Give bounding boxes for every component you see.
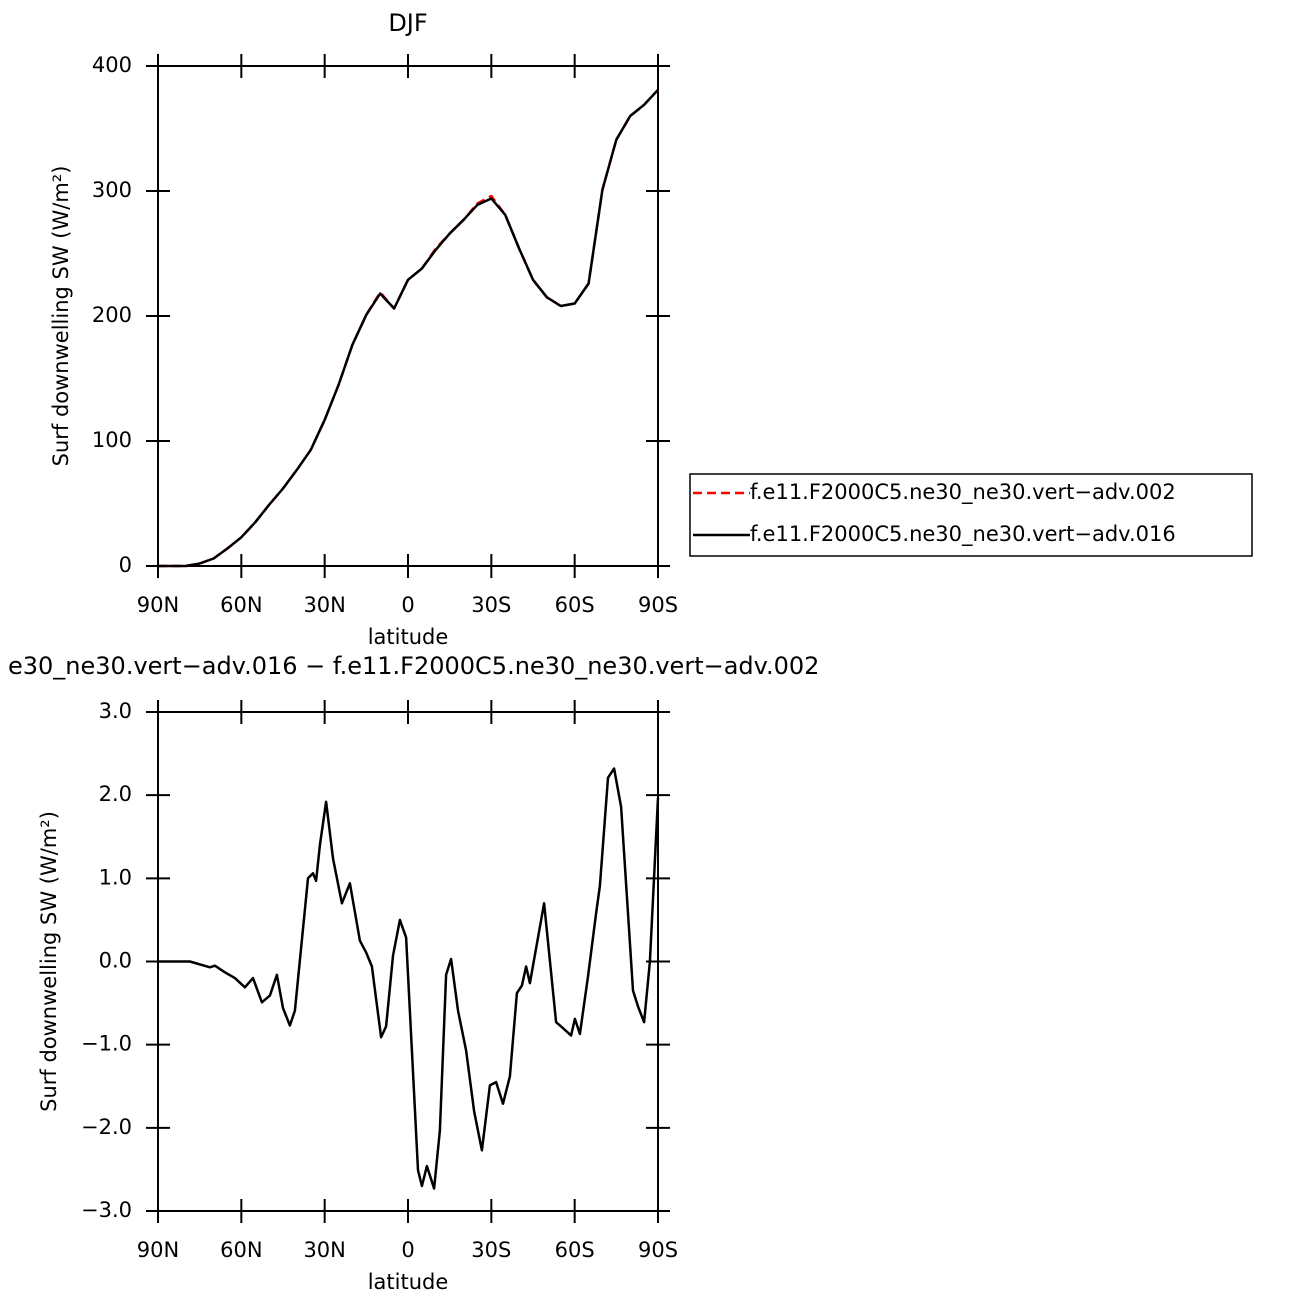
- y-axis-label: Surf downwelling SW (W/m²): [37, 811, 61, 1112]
- y-tick-label: 1.0: [99, 865, 132, 889]
- x-tick-label: 60N: [220, 1238, 262, 1262]
- y-tick-label: −2.0: [81, 1115, 132, 1139]
- x-tick-label: 0: [401, 593, 414, 617]
- y-tick-label: −3.0: [81, 1198, 132, 1222]
- y-tick-label: 400: [92, 53, 132, 77]
- y-tick-label: 100: [92, 428, 132, 452]
- legend-label: f.e11.F2000C5.ne30_ne30.vert−adv.016: [750, 522, 1176, 547]
- x-tick-label: 30N: [303, 593, 345, 617]
- x-tick-label: 30S: [471, 593, 511, 617]
- x-axis-label: latitude: [368, 625, 449, 649]
- y-tick-label: 0: [119, 553, 132, 577]
- y-tick-label: 3.0: [99, 699, 132, 723]
- x-tick-label: 90N: [137, 593, 179, 617]
- y-tick-label: 200: [92, 303, 132, 327]
- y-tick-label: −1.0: [81, 1032, 132, 1056]
- x-tick-label: 90S: [638, 593, 678, 617]
- x-tick-label: 90N: [137, 1238, 179, 1262]
- y-tick-label: 2.0: [99, 782, 132, 806]
- x-tick-label: 90S: [638, 1238, 678, 1262]
- legend-box: [689, 473, 1253, 557]
- x-tick-label: 60S: [555, 1238, 595, 1262]
- y-tick-label: 0.0: [99, 949, 132, 973]
- x-tick-label: 0: [401, 1238, 414, 1262]
- plot-frame: [157, 65, 659, 567]
- x-tick-label: 60S: [555, 593, 595, 617]
- chart-title: e30_ne30.vert−adv.016 − f.e11.F2000C5.ne…: [8, 652, 819, 680]
- y-axis-label: Surf downwelling SW (W/m²): [49, 166, 73, 467]
- chart-title: DJF: [388, 9, 427, 37]
- data-line: [158, 88, 659, 568]
- x-tick-label: 30S: [471, 1238, 511, 1262]
- y-tick-label: 300: [92, 178, 132, 202]
- x-tick-label: 30N: [303, 1238, 345, 1262]
- data-line: [158, 88, 659, 568]
- legend-label: f.e11.F2000C5.ne30_ne30.vert−adv.002: [750, 480, 1176, 505]
- x-tick-label: 60N: [220, 593, 262, 617]
- data-line: [158, 767, 660, 1190]
- x-axis-label: latitude: [368, 1270, 449, 1294]
